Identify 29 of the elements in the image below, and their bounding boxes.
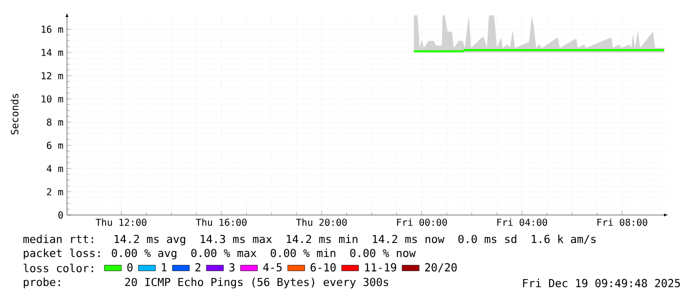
x-tick-label: Fri 00:00: [397, 218, 447, 226]
legend-label: 0: [127, 263, 133, 272]
legend-title: loss color:: [24, 264, 94, 272]
legend-label: 2: [195, 263, 200, 272]
y-tick-label: 10 m: [42, 95, 64, 103]
legend-label: 20/20: [425, 263, 457, 272]
text: Fri Dec 19 09:49:48 2025: [523, 278, 680, 288]
legend-label: 11-19: [365, 263, 396, 272]
y-tick-label: 14 m: [42, 49, 64, 56]
x-tick-label: Fri 04:00: [497, 218, 548, 226]
legend-label: 6-10: [310, 263, 336, 272]
y-tick-label: 6 m: [46, 142, 64, 149]
y-tick-label: 2 m: [47, 188, 64, 196]
y-tick-label: 16 m: [42, 26, 64, 33]
text: probe: 20 ICMP Echo Pings (56 Bytes) every 300s: [24, 278, 388, 288]
x-tick-label: Fri 08:00: [597, 218, 648, 226]
y-tick-label: 4 m: [46, 165, 64, 172]
legend-label: 3: [229, 263, 234, 272]
x-tick-label: Thu 12:00: [96, 218, 146, 226]
y-axis-title: Seconds: [10, 94, 18, 134]
x-tick-label: Thu 20:00: [296, 218, 347, 226]
y-tick-label: 0: [58, 211, 63, 219]
x-tick-label: Thu 16:00: [196, 218, 247, 226]
y-tick-label: 12 m: [42, 72, 64, 80]
legend-label: 1: [162, 263, 166, 272]
text: packet loss: 0.00 % avg 0.00 % max 0.00 % min 0.00 % now: [24, 248, 416, 260]
legend-label: 4-5: [263, 263, 282, 272]
text: median rtt: 14.2 ms avg 14.3 ms max 14.2 ms min 14.2 ms now 0.0 ms sd 1.6 k am/s: [23, 234, 596, 246]
y-tick-label: 8 m: [46, 118, 64, 126]
